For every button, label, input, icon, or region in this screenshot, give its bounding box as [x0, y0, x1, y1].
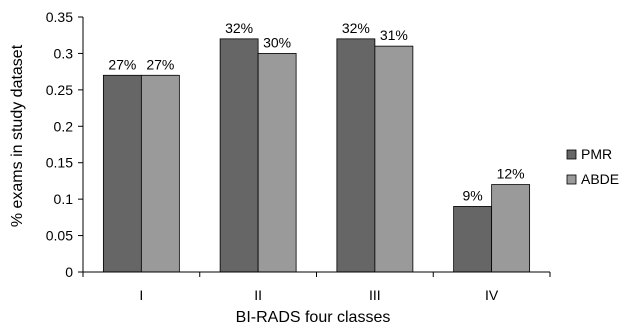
- y-tick-label: 0.35: [46, 9, 73, 25]
- data-label: 12%: [497, 166, 525, 182]
- bar-pmr-i: [102, 74, 142, 273]
- y-tick-label: 0.3: [54, 45, 74, 61]
- y-tick-label: 0.2: [54, 118, 74, 134]
- bar-pmr-iv: [453, 206, 493, 273]
- x-tick-label: I: [139, 287, 143, 303]
- bar-abde-i: [140, 74, 180, 273]
- y-tick-label: 0.1: [54, 191, 74, 207]
- y-tick-label: 0: [65, 264, 73, 280]
- data-label: 32%: [342, 20, 370, 36]
- y-tick-label: 0.15: [46, 155, 73, 171]
- legend-swatch-abde: [566, 174, 577, 185]
- bar-abde-ii: [257, 53, 297, 273]
- legend: PMR ABDE: [566, 146, 619, 187]
- x-axis-ticks: I II III IV: [82, 272, 551, 303]
- legend-swatch-pmr: [566, 149, 577, 160]
- legend-label-abde: ABDE: [581, 171, 619, 187]
- data-label: 27%: [146, 56, 174, 72]
- x-tick-label: III: [369, 287, 381, 303]
- bar-abde-iii: [374, 45, 414, 273]
- data-label: 32%: [225, 20, 253, 36]
- bar-pmr-iii: [336, 38, 376, 273]
- legend-label-pmr: PMR: [581, 146, 612, 162]
- x-tick-label: IV: [485, 287, 499, 303]
- x-tick-label: II: [254, 287, 262, 303]
- y-axis-ticks: 0 0.05 0.1 0.15 0.2 0.25 0.3 0.35: [46, 9, 83, 280]
- data-label: 9%: [463, 187, 483, 203]
- data-label: 27%: [108, 56, 136, 72]
- y-axis-title: % exams in study dataset: [9, 44, 26, 227]
- data-label: 31%: [380, 27, 408, 43]
- bar-pmr-ii: [219, 38, 259, 273]
- y-tick-label: 0.05: [46, 228, 73, 244]
- bars: 27% 27% 32% 30% 32% 31% 9% 12%: [102, 20, 531, 273]
- y-tick-label: 0.25: [46, 82, 73, 98]
- x-axis-title: BI-RADS four classes: [236, 309, 391, 326]
- bar-abde-iv: [491, 184, 531, 273]
- data-label: 30%: [263, 34, 291, 50]
